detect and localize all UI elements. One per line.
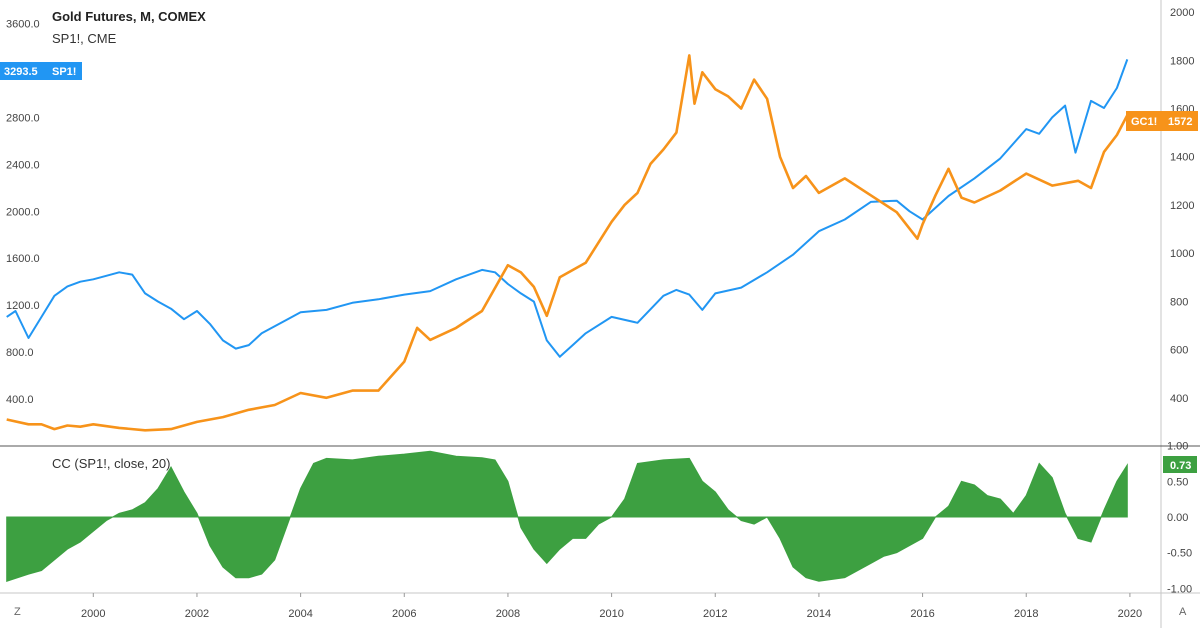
left-axis-tick-label: 2800.0 (6, 112, 40, 124)
right-axis-tick-label: 2000 (1170, 7, 1194, 19)
indicator-title: CC (SP1!, close, 20) (52, 456, 171, 471)
left-axis-tick-label: 1200.0 (6, 300, 40, 312)
time-axis-tick-label: 2014 (807, 608, 831, 620)
right-axis-tick-label: 600 (1170, 345, 1188, 357)
gc-price-badge-name: GC1! (1131, 116, 1157, 128)
left-axis-tick-label: 400.0 (6, 394, 34, 406)
correlation-panel[interactable] (6, 450, 1128, 582)
time-axis-tick-label: 2008 (496, 608, 520, 620)
time-axis-tick-label: 2010 (599, 608, 623, 620)
left-axis-tick-label: 800.0 (6, 347, 34, 359)
time-axis-tick-label: 2000 (81, 608, 105, 620)
auto-scale-toggle-button[interactable]: A (1179, 606, 1187, 618)
gc-price-badge-bg (1126, 111, 1198, 131)
indicator-axis-tick-label: -0.50 (1167, 548, 1192, 560)
axes-group: 400.0 800.0 1200.0 1600.0 2000.0 2400.0 2800.0… (6, 7, 1194, 620)
time-axis-tick-label: 2016 (910, 608, 934, 620)
indicator-axis-tick-label: 1.00 (1167, 441, 1188, 453)
indicator-axis-tick-label: 0.50 (1167, 476, 1188, 488)
sp-price-badge-bg (0, 62, 82, 80)
cc-value-badge-bg (1163, 456, 1197, 473)
cc-value-badge-value: 0.73 (1170, 460, 1191, 472)
time-axis-tick-label: 2004 (288, 608, 312, 620)
time-axis-tick-label: 2018 (1014, 608, 1038, 620)
sp-price-badge-value: 3293.5 (4, 66, 38, 78)
price-panel[interactable] (6, 54, 1129, 432)
log-scale-toggle-button[interactable]: Z (14, 606, 21, 618)
right-axis-tick-label: 1200 (1170, 200, 1194, 212)
sp-price-badge-name: SP1! (52, 66, 76, 78)
gc-price-badge: GC1! 1572 (1126, 111, 1198, 131)
right-axis-tick-label: 1800 (1170, 55, 1194, 67)
left-axis-tick-label: 1600.0 (6, 253, 40, 265)
sp-price-badge: 3293.5 SP1! (0, 62, 82, 80)
time-axis-tick-label: 2006 (392, 608, 416, 620)
time-axis-tick-label: 2012 (703, 608, 727, 620)
cc-value-badge: 0.73 (1163, 456, 1197, 473)
secondary-series-title: SP1!, CME (52, 31, 117, 46)
right-axis-tick-label: 1000 (1170, 248, 1194, 260)
time-axis-tick-label: 2002 (185, 608, 209, 620)
main-chart-title: Gold Futures, M, COMEX (52, 9, 206, 24)
indicator-axis-tick-label: -1.00 (1167, 583, 1192, 595)
correlation-area[interactable] (6, 450, 1128, 582)
left-axis-tick-label: 2000.0 (6, 206, 40, 218)
right-axis-tick-label: 400 (1170, 393, 1188, 405)
gc1-price-line[interactable] (6, 54, 1129, 432)
sp1-price-line[interactable] (6, 59, 1129, 358)
right-axis-tick-label: 1400 (1170, 152, 1194, 164)
left-axis-tick-label: 2400.0 (6, 159, 40, 171)
time-axis-tick-label: 2020 (1118, 608, 1142, 620)
right-axis-tick-label: 800 (1170, 296, 1188, 308)
indicator-axis-tick-label: 0.00 (1167, 512, 1188, 524)
left-axis-tick-label: 3600.0 (6, 18, 40, 30)
gc-price-badge-value: 1572 (1168, 116, 1192, 128)
